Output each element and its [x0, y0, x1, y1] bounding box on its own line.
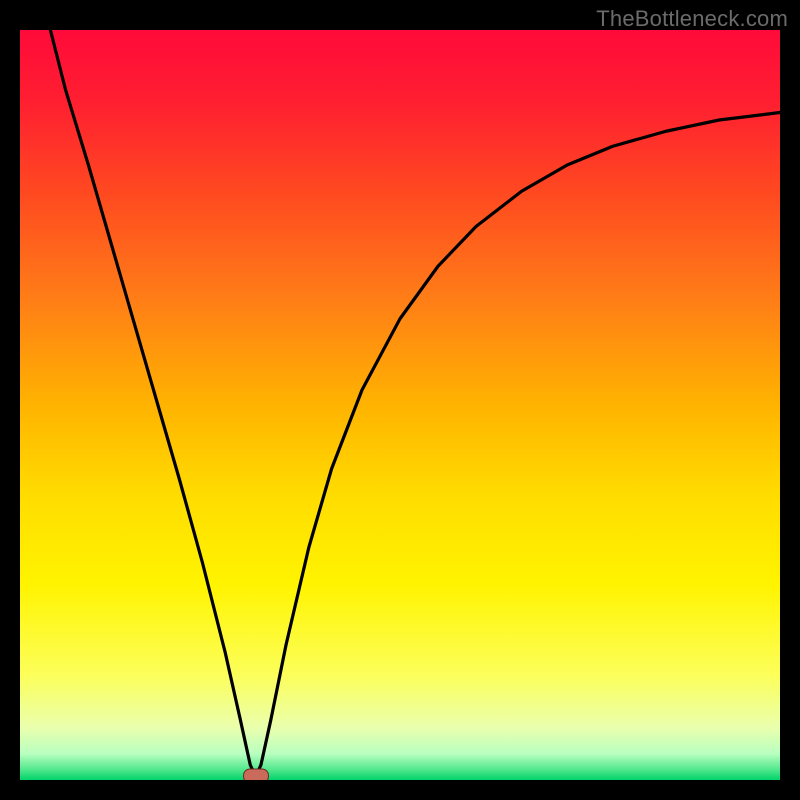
optimum-marker	[243, 769, 269, 780]
chart-frame	[20, 30, 780, 780]
chart-stage: TheBottleneck.com	[0, 0, 800, 800]
watermark-text: TheBottleneck.com	[596, 6, 788, 32]
plot-area	[20, 30, 780, 780]
bottleneck-curve	[20, 30, 780, 780]
